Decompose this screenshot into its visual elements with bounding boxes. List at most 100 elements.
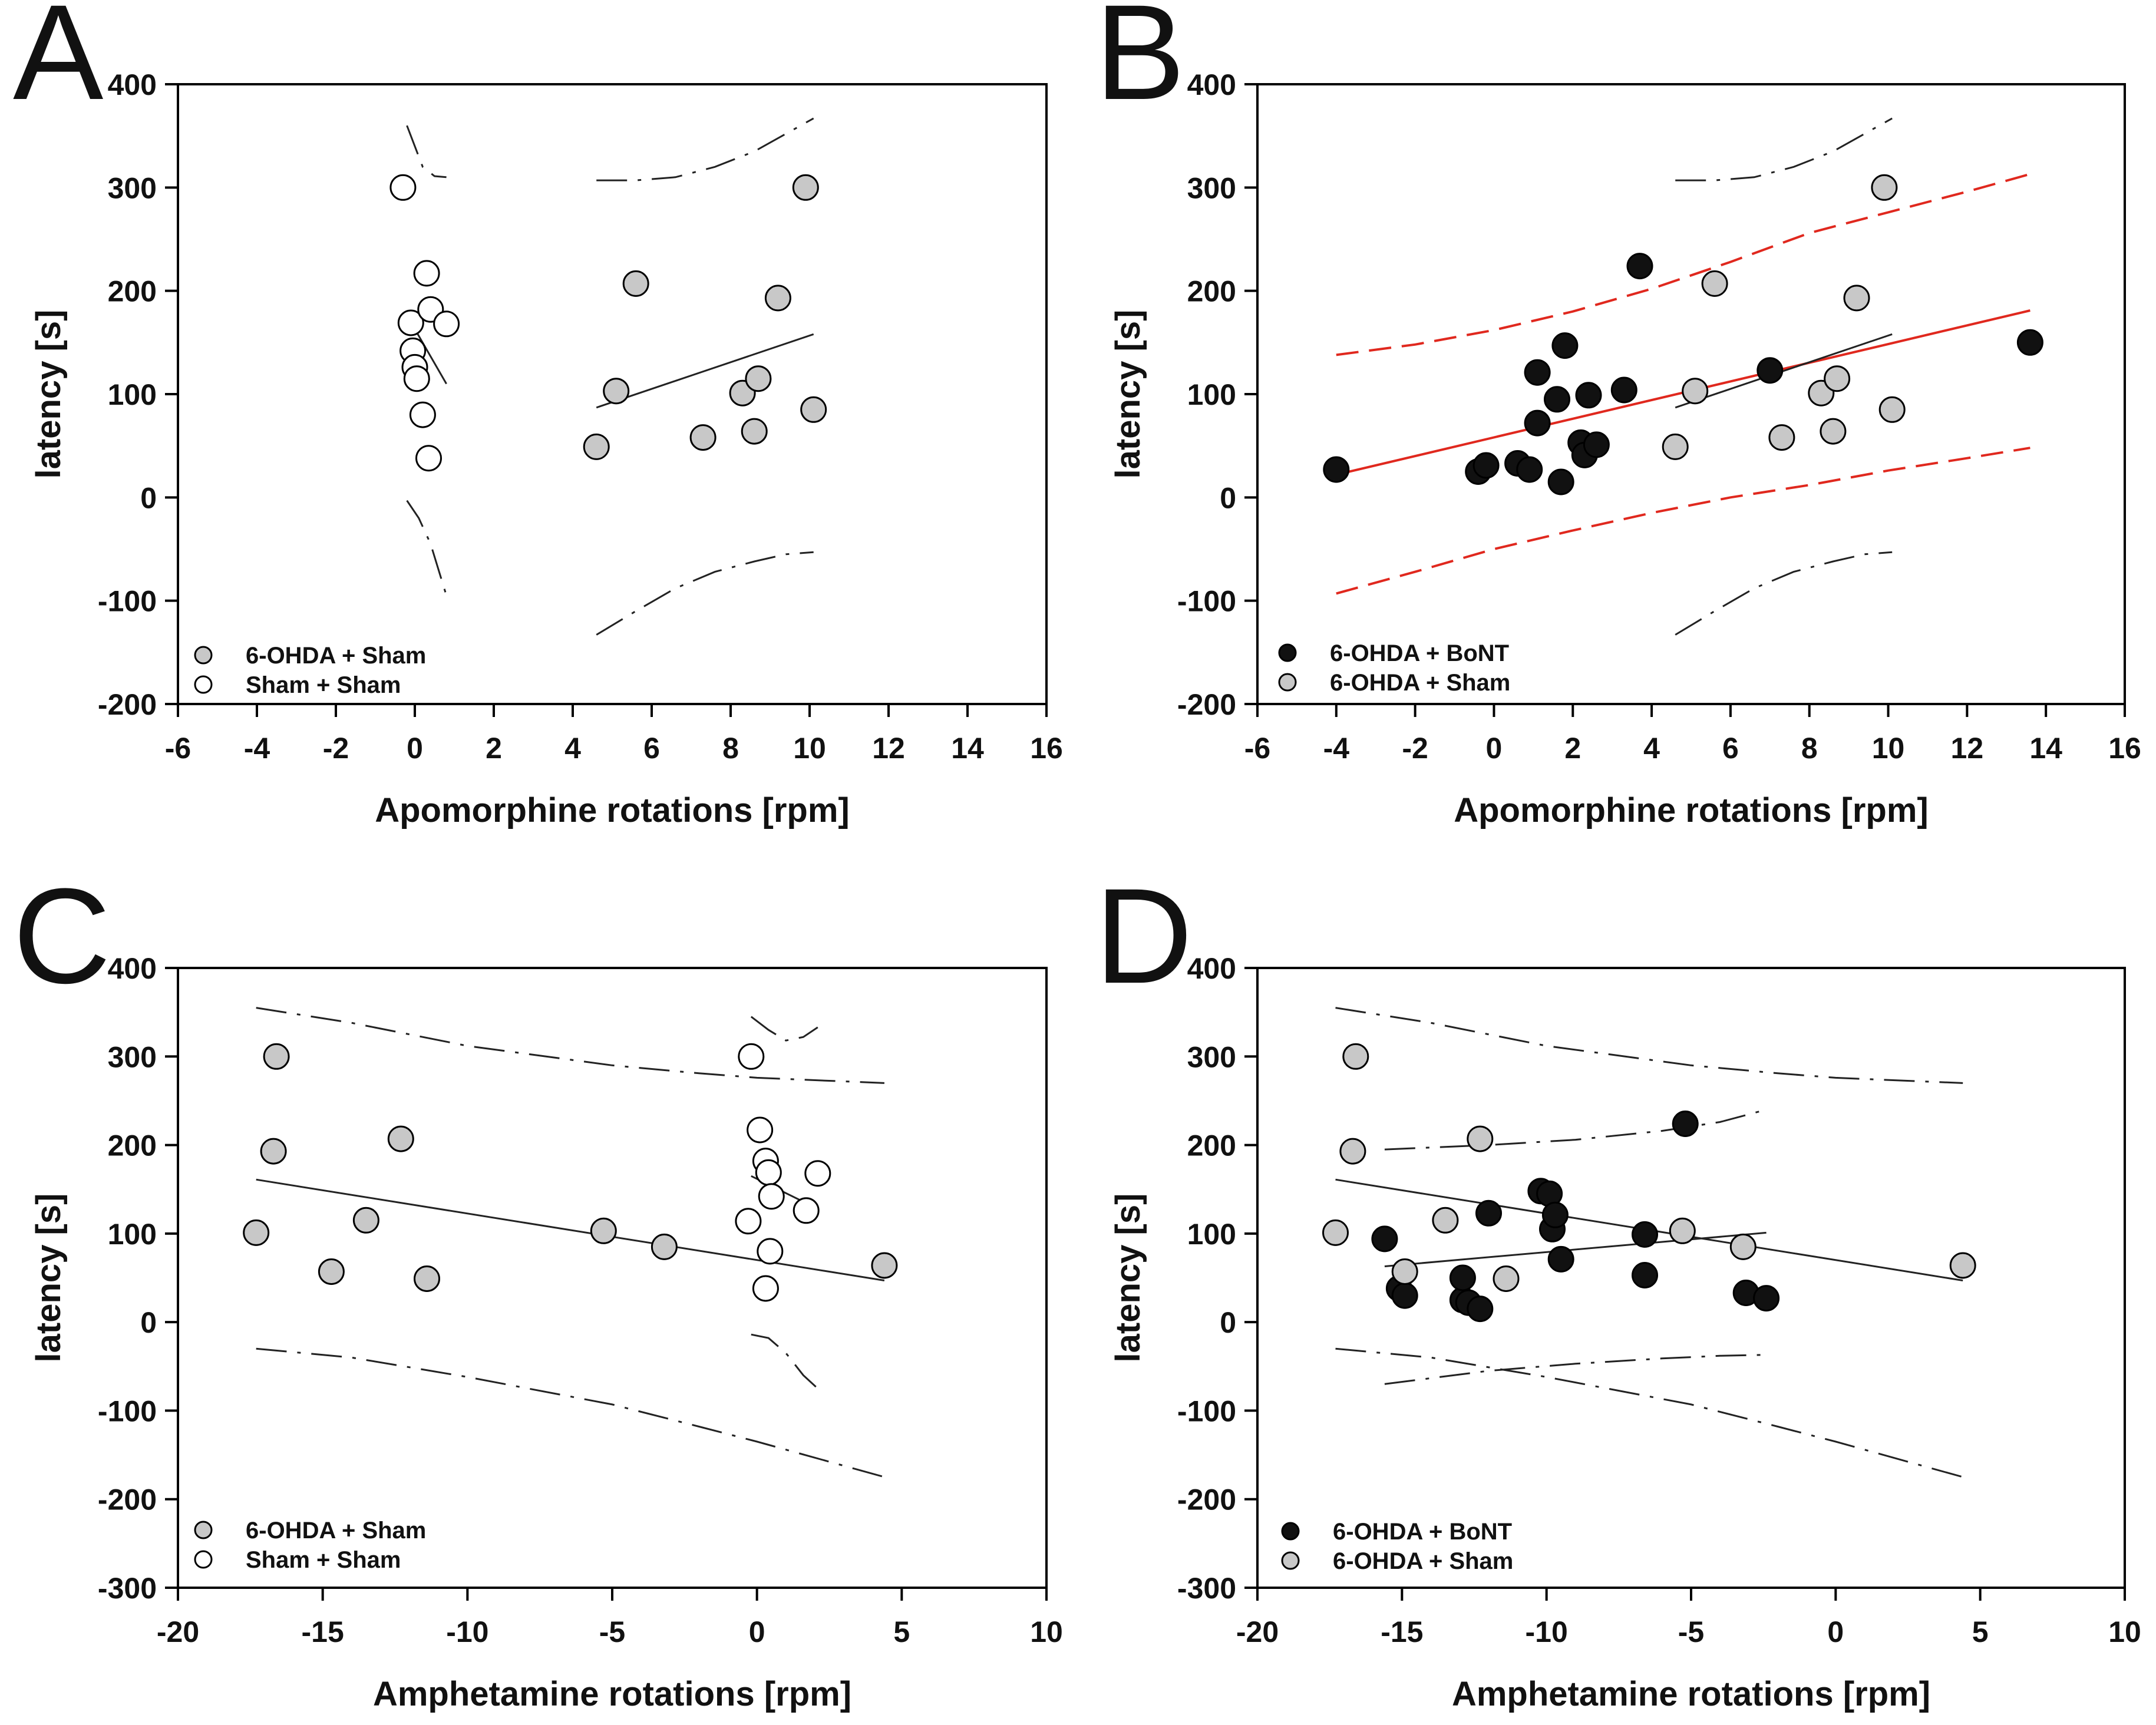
y-tick-label: 0 bbox=[1220, 481, 1236, 514]
data-point bbox=[413, 260, 440, 287]
data-point bbox=[738, 1043, 765, 1070]
data-point bbox=[1342, 1043, 1369, 1070]
legend-marker bbox=[194, 646, 213, 665]
confidence-band-line bbox=[1335, 1347, 1963, 1478]
series-points bbox=[1323, 253, 2043, 495]
data-point bbox=[1662, 433, 1689, 460]
data-point bbox=[1391, 1282, 1418, 1309]
y-tick-label: 300 bbox=[108, 171, 157, 204]
x-tick-label: 5 bbox=[893, 1615, 910, 1648]
confidence-band-line bbox=[406, 125, 447, 179]
panel-label: B bbox=[1095, 0, 1185, 128]
confidence-band-line bbox=[750, 1016, 818, 1042]
confidence-band-line bbox=[406, 500, 448, 596]
data-point bbox=[583, 433, 610, 460]
data-point bbox=[1339, 1138, 1366, 1165]
x-tick-label: 10 bbox=[793, 732, 826, 765]
legend-marker bbox=[194, 1550, 213, 1569]
legend-label: Sham + Sham bbox=[246, 1547, 401, 1573]
data-point bbox=[1669, 1217, 1696, 1244]
x-axis-title: Amphetamine rotations [rpm] bbox=[1452, 1675, 1930, 1713]
legend-label: 6-OHDA + Sham bbox=[246, 1518, 426, 1544]
x-tick-label: -20 bbox=[157, 1615, 199, 1648]
y-tick-label: -200 bbox=[98, 688, 157, 721]
y-axis-title: latency [s] bbox=[29, 1194, 68, 1363]
data-point bbox=[414, 1265, 440, 1292]
confidence-band-line bbox=[1336, 173, 2030, 356]
data-point bbox=[403, 365, 430, 392]
x-tick-label: -4 bbox=[1323, 732, 1350, 765]
data-point bbox=[1632, 1221, 1658, 1248]
legend-marker bbox=[1281, 1551, 1300, 1570]
data-point bbox=[804, 1160, 831, 1187]
data-point bbox=[800, 396, 827, 423]
confidence-band-line bbox=[256, 1347, 885, 1478]
regression-line bbox=[1384, 1231, 1767, 1267]
confidence-band-line bbox=[596, 551, 814, 636]
y-tick-label: -300 bbox=[1177, 1572, 1236, 1605]
data-point bbox=[1371, 1225, 1398, 1253]
x-tick-label: -6 bbox=[165, 732, 191, 765]
data-point bbox=[1610, 376, 1637, 404]
x-tick-label: 10 bbox=[1872, 732, 1905, 765]
legend-label: 6-OHDA + BoNT bbox=[1330, 640, 1509, 666]
x-tick-label: 14 bbox=[2029, 732, 2062, 765]
y-tick-label: 0 bbox=[140, 481, 157, 514]
x-tick-label: -2 bbox=[1402, 732, 1428, 765]
data-point bbox=[758, 1183, 785, 1210]
data-point bbox=[757, 1238, 784, 1265]
confidence-band-line bbox=[1675, 117, 1893, 181]
y-tick-label: 100 bbox=[1187, 1218, 1236, 1251]
data-point bbox=[1753, 1285, 1780, 1312]
x-tick-label: -5 bbox=[599, 1615, 625, 1648]
data-point bbox=[409, 401, 436, 428]
y-tick-label: 100 bbox=[108, 378, 157, 411]
y-tick-label: -200 bbox=[1177, 1483, 1236, 1516]
y-tick-label: 0 bbox=[1220, 1306, 1236, 1339]
y-tick-label: 300 bbox=[1187, 1040, 1236, 1073]
y-axis-title: latency [s] bbox=[1109, 310, 1147, 479]
data-point bbox=[1871, 174, 1898, 201]
confidence-band-line bbox=[1335, 1007, 1963, 1084]
data-point bbox=[1432, 1207, 1459, 1234]
data-point bbox=[1493, 1265, 1520, 1292]
legend-label: Sham + Sham bbox=[246, 672, 401, 698]
series-points bbox=[389, 174, 460, 472]
data-point bbox=[871, 1252, 898, 1279]
y-tick-label: 400 bbox=[1187, 952, 1236, 985]
legend: 6-OHDA + BoNT 6-OHDA + Sham bbox=[1278, 640, 1510, 696]
x-tick-label: 2 bbox=[1564, 732, 1581, 765]
data-point bbox=[1768, 424, 1795, 451]
x-tick-label: 16 bbox=[1030, 732, 1063, 765]
x-tick-label: 0 bbox=[407, 732, 423, 765]
data-point bbox=[1322, 1219, 1349, 1246]
panel-b: B -200 -100 0 100 200 300 400 -6 -4 -2 0 2 4 6 8 10 12 14 1… bbox=[1095, 0, 2141, 830]
data-point bbox=[745, 365, 772, 392]
data-point bbox=[397, 309, 424, 336]
confidence-band-line bbox=[751, 1333, 818, 1390]
data-point bbox=[2016, 329, 2043, 356]
data-point bbox=[590, 1217, 617, 1244]
x-tick-label: 6 bbox=[643, 732, 660, 765]
data-point bbox=[735, 1208, 762, 1235]
x-tick-label: 2 bbox=[486, 732, 502, 765]
confidence-band-line bbox=[1384, 1354, 1767, 1385]
data-point bbox=[622, 270, 649, 297]
regression-line bbox=[414, 328, 447, 385]
data-point bbox=[1475, 1199, 1502, 1227]
regression-line bbox=[596, 333, 814, 409]
x-tick-label: 8 bbox=[1801, 732, 1818, 765]
data-point bbox=[415, 445, 442, 472]
y-tick-label: 200 bbox=[108, 275, 157, 308]
data-point bbox=[603, 378, 630, 405]
plot-area bbox=[389, 117, 827, 636]
plot-area bbox=[1323, 117, 2043, 636]
data-point bbox=[747, 1116, 774, 1144]
x-tick-label: 0 bbox=[749, 1615, 765, 1648]
data-point bbox=[1632, 1262, 1658, 1288]
x-tick-label: 10 bbox=[1030, 1615, 1063, 1648]
y-tick-label: 200 bbox=[1187, 1129, 1236, 1162]
data-point bbox=[1524, 359, 1551, 386]
data-point bbox=[243, 1219, 270, 1246]
